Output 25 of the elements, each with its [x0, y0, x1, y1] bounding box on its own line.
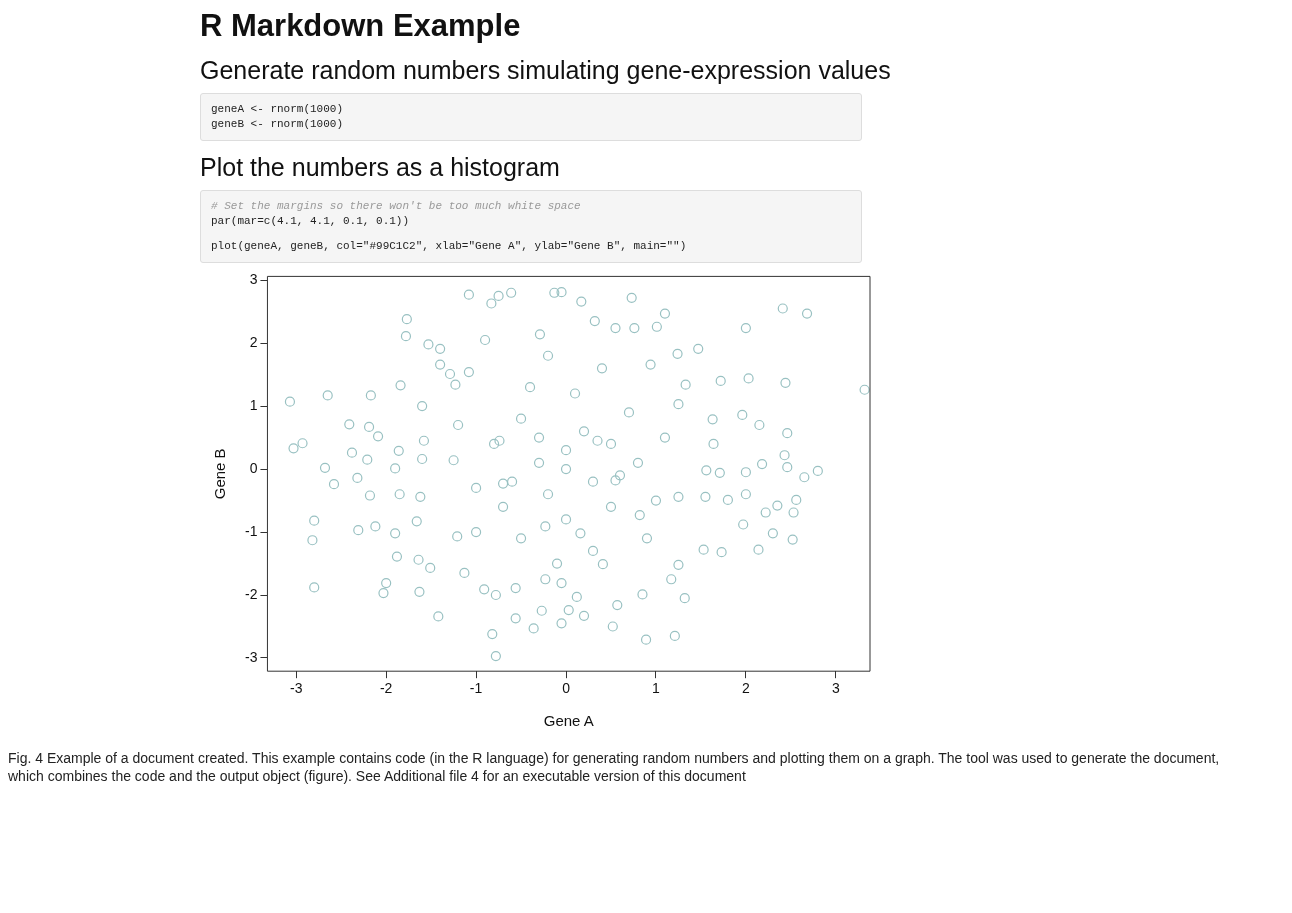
x-tick-label: 2 [741, 680, 750, 697]
y-axis-title: Gene B [211, 448, 229, 500]
text: geneA <- rnorm(1000) [211, 102, 345, 117]
x-axis-title: Gene A [543, 712, 594, 730]
caption: Fig. 4 Example of a document created. This example contains code (in the R language) for generating random numbers and plotting them on a graph. The tool was used to generate the document, which combines the code and the output object (figure). See Additional file 4 for an executable version of this document [8, 749, 1221, 785]
x-tick-label: -3 [290, 680, 303, 697]
y-tick-label: -1 [245, 522, 258, 539]
chart-title: R Markdown Example [200, 8, 522, 44]
text: # Set the margins so there won't be too much white space [211, 199, 582, 214]
y-tick-label: 1 [249, 396, 258, 413]
text: par(mar=c(4.1, 4.1, 0.1, 0.1)) [211, 214, 411, 229]
x-tick-label: 0 [562, 680, 571, 697]
y-tick-label: 0 [249, 459, 258, 476]
x-tick-label: -1 [469, 680, 483, 697]
x-tick-label: 3 [831, 680, 840, 697]
y-tick-label: -2 [245, 585, 258, 602]
text: geneB <- rnorm(1000) [211, 117, 345, 132]
chart-subtitle: Generate random numbers simulating gene-expression values [200, 56, 892, 85]
y-tick-label: -3 [245, 648, 258, 665]
x-tick-label: 1 [652, 680, 661, 697]
y-tick-label: 3 [249, 271, 258, 288]
y-tick-label: 2 [249, 334, 258, 350]
text: Plot the numbers as a histogram [200, 153, 561, 182]
x-tick-label: -2 [379, 680, 393, 697]
text: plot(geneA, geneB, col="#99C1C2", xlab="Gene A", ylab="Gene B", main="") [211, 239, 688, 254]
